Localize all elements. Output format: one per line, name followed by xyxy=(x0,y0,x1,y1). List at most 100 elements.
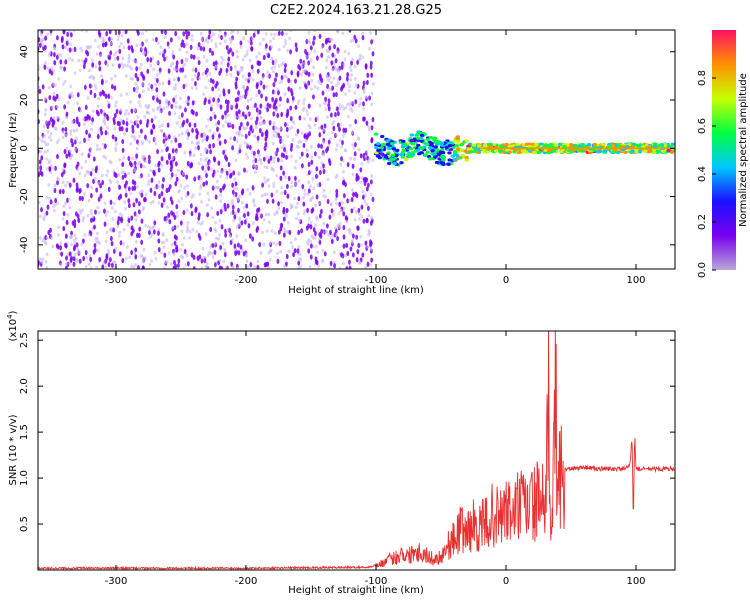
spectrogram-cell-2026 xyxy=(249,262,253,268)
spectrogram-cell-134 xyxy=(242,36,246,41)
spectrogram-cell-1014 xyxy=(157,184,161,189)
spectrogram-cell-2940 xyxy=(374,151,379,155)
spectrogram-cell-660 xyxy=(285,253,289,260)
spectrogram-cell-898 xyxy=(334,197,338,201)
spectrogram-cell-690 xyxy=(235,131,239,135)
spectrogram-cell-1920 xyxy=(54,127,58,131)
spectrogram-cell-2489 xyxy=(305,134,309,141)
spectrogram-cell-2366 xyxy=(199,186,203,190)
spectrogram-cell-2434 xyxy=(68,251,72,257)
bot-xticks-label-2: -100 xyxy=(365,576,388,587)
spectrogram-cell-2146 xyxy=(40,155,44,161)
spectrogram-cell-1772 xyxy=(197,71,201,77)
spectrogram-cell-3464 xyxy=(602,149,608,153)
spectrogram-cell-1414 xyxy=(71,58,74,63)
spectrogram-cell-1554 xyxy=(162,197,166,203)
spectrogram-cell-2166 xyxy=(110,96,113,100)
spectrogram-cell-395 xyxy=(121,147,125,153)
spectrogram-cell-1993 xyxy=(273,151,277,156)
spectrogram-cell-2151 xyxy=(200,37,204,41)
spectrogram-cell-1255 xyxy=(118,48,122,54)
spectrogram-cell-1412 xyxy=(220,34,223,41)
spectrogram-cell-1672 xyxy=(249,40,253,46)
spectrogram-cell-2102 xyxy=(243,212,246,219)
spectrogram-cell-1327 xyxy=(280,200,283,205)
spectrogram-cell-1214 xyxy=(302,142,306,149)
spectrogram-cell-907 xyxy=(321,90,325,96)
spectrogram-cell-2257 xyxy=(259,103,263,109)
spectrogram-cell-607 xyxy=(219,199,223,203)
spectrogram-cell-2106 xyxy=(272,133,276,138)
spectrogram-cell-1482 xyxy=(185,174,189,180)
spectrogram-cell-2546 xyxy=(161,183,165,189)
spectrogram-cell-2540 xyxy=(223,34,227,38)
spectrogram-cell-1637 xyxy=(103,143,107,149)
spectrogram-cell-1791 xyxy=(121,174,125,180)
spectrogram-cell-2306 xyxy=(337,68,341,72)
spectrogram-cell-2040 xyxy=(135,119,139,124)
spectrogram-cell-1812 xyxy=(367,232,371,237)
spectrogram-cell-242 xyxy=(322,168,326,175)
spectrogram-cell-2437 xyxy=(231,238,234,242)
spectrogram-cell-1496 xyxy=(309,224,313,230)
spectrogram-cell-863 xyxy=(184,107,187,113)
spectrogram-cell-2150 xyxy=(300,64,304,69)
spectrogram-cell-1797 xyxy=(362,87,366,92)
spectrogram-cell-301 xyxy=(41,257,45,262)
spectrogram-cell-17 xyxy=(152,108,155,113)
spectrogram-cell-1561 xyxy=(153,186,157,190)
spectrogram-cell-920 xyxy=(131,156,135,161)
spectrogram-cell-1190 xyxy=(272,129,276,134)
spectrogram-cell-2394 xyxy=(179,184,183,188)
spectrogram-cell-2443 xyxy=(253,30,257,33)
spectrogram-cell-1978 xyxy=(272,36,276,41)
spectrogram-cell-1538 xyxy=(365,202,369,207)
spectrogram-cell-147 xyxy=(94,86,98,91)
spectrogram-cell-587 xyxy=(244,88,248,95)
spectrogram-cell-389 xyxy=(185,34,189,40)
spectrogram-cell-2278 xyxy=(174,161,178,167)
spectrogram-cell-1628 xyxy=(212,32,215,37)
spectrogram-cell-2122 xyxy=(130,44,134,51)
spectrogram-cell-2588 xyxy=(133,168,136,173)
spectrogram-cell-1110 xyxy=(244,77,248,82)
spectrogram-cell-1754 xyxy=(354,191,358,197)
spectrogram-cell-976 xyxy=(141,189,144,193)
spectrogram-cell-1053 xyxy=(225,72,229,77)
spectrogram-cell-2485 xyxy=(302,106,306,110)
spectrogram-cell-1995 xyxy=(264,32,268,36)
spectrogram-cell-1899 xyxy=(118,184,122,190)
spectrogram-cell-1753 xyxy=(149,57,153,63)
spectrogram-cell-2568 xyxy=(320,77,324,84)
spectrogram-cell-622 xyxy=(368,46,371,51)
spectrogram-cell-888 xyxy=(314,245,318,249)
spectrogram-cell-1284 xyxy=(173,259,176,266)
spectrogram-cell-853 xyxy=(142,247,146,252)
spectrogram-cell-1578 xyxy=(268,241,272,245)
spectrogram-cell-1503 xyxy=(44,260,48,264)
spectrogram-cell-577 xyxy=(342,261,345,266)
spectrogram-cell-1008 xyxy=(221,206,225,210)
spectrogram-cell-3303 xyxy=(592,148,597,152)
spectrogram-cell-1690 xyxy=(167,134,171,140)
spectrogram-cell-2576 xyxy=(140,192,144,198)
snr-x-ticks: -300 -200 -100 0 100 xyxy=(105,331,646,587)
spectrogram-cell-1599 xyxy=(150,128,154,134)
spectrogram-cell-332 xyxy=(280,145,284,150)
spectrogram-cell-1272 xyxy=(96,104,100,109)
spectrogram-cell-2433 xyxy=(273,231,277,235)
spectrogram-cell-1471 xyxy=(177,115,181,120)
spectrogram-cell-2527 xyxy=(364,154,368,159)
spectrogram-cell-2398 xyxy=(68,261,72,266)
spectrogram-cell-2052 xyxy=(282,232,286,238)
spectrogram-cell-2255 xyxy=(216,210,220,217)
spectrogram-cell-487 xyxy=(106,126,109,130)
spectrogram-cell-1924 xyxy=(116,220,120,226)
spectrogram-cell-8 xyxy=(346,102,350,107)
spectrogram-cell-711 xyxy=(98,257,102,263)
spectrogram-cell-692 xyxy=(104,79,108,84)
spectrogram-cell-2059 xyxy=(307,60,311,66)
spectrogram-cell-1262 xyxy=(180,58,184,65)
spectrogram-cell-2462 xyxy=(185,50,189,55)
spectrogram-cell-2511 xyxy=(204,147,208,152)
